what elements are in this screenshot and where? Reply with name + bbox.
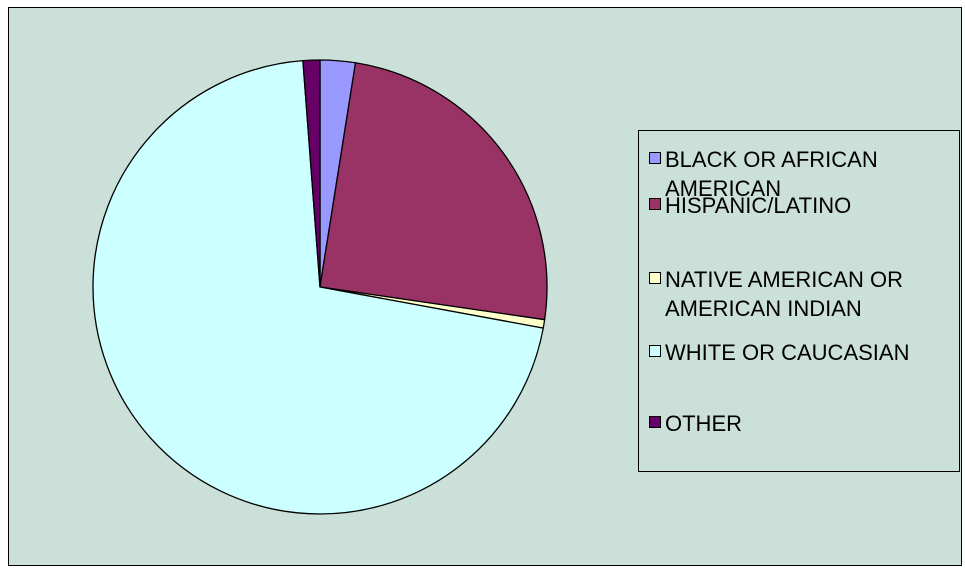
legend-swatch-black-or-african-american <box>649 152 661 164</box>
legend-item-hispanic-latino: HISPANIC/LATINO <box>649 191 955 220</box>
legend-item-other: OTHER <box>649 409 955 438</box>
legend-swatch-other <box>649 416 661 428</box>
legend-label-other: OTHER <box>665 411 742 436</box>
pie-slice-white-or-caucasian <box>92 59 544 515</box>
pie-slice-other <box>302 59 321 288</box>
legend-item-native-american-or-american-indian: NATIVE AMERICAN OR AMERICAN INDIAN <box>649 265 955 323</box>
legend-label-hispanic-latino: HISPANIC/LATINO <box>665 193 852 218</box>
legend-label-black-or-african-american: BLACK OR AFRICAN AMERICAN <box>665 147 878 201</box>
legend-swatch-hispanic-latino <box>649 198 661 210</box>
pie-slice-hispanic-latino <box>319 62 548 321</box>
legend-swatch-white-or-caucasian <box>649 345 661 357</box>
chart-area: BLACK OR AFRICAN AMERICAN HISPANIC/LATIN… <box>8 7 962 566</box>
chart-legend: BLACK OR AFRICAN AMERICAN HISPANIC/LATIN… <box>638 130 960 472</box>
legend-item-black-or-african-american: BLACK OR AFRICAN AMERICAN <box>649 145 955 203</box>
legend-swatch-native-american-or-american-indian <box>649 272 661 284</box>
legend-label-white-or-caucasian: WHITE OR CAUCASIAN <box>665 340 910 365</box>
legend-label-native-american-or-american-indian: NATIVE AMERICAN OR AMERICAN INDIAN <box>665 267 903 321</box>
pie-chart <box>92 59 548 515</box>
legend-item-white-or-caucasian: WHITE OR CAUCASIAN <box>649 338 955 367</box>
